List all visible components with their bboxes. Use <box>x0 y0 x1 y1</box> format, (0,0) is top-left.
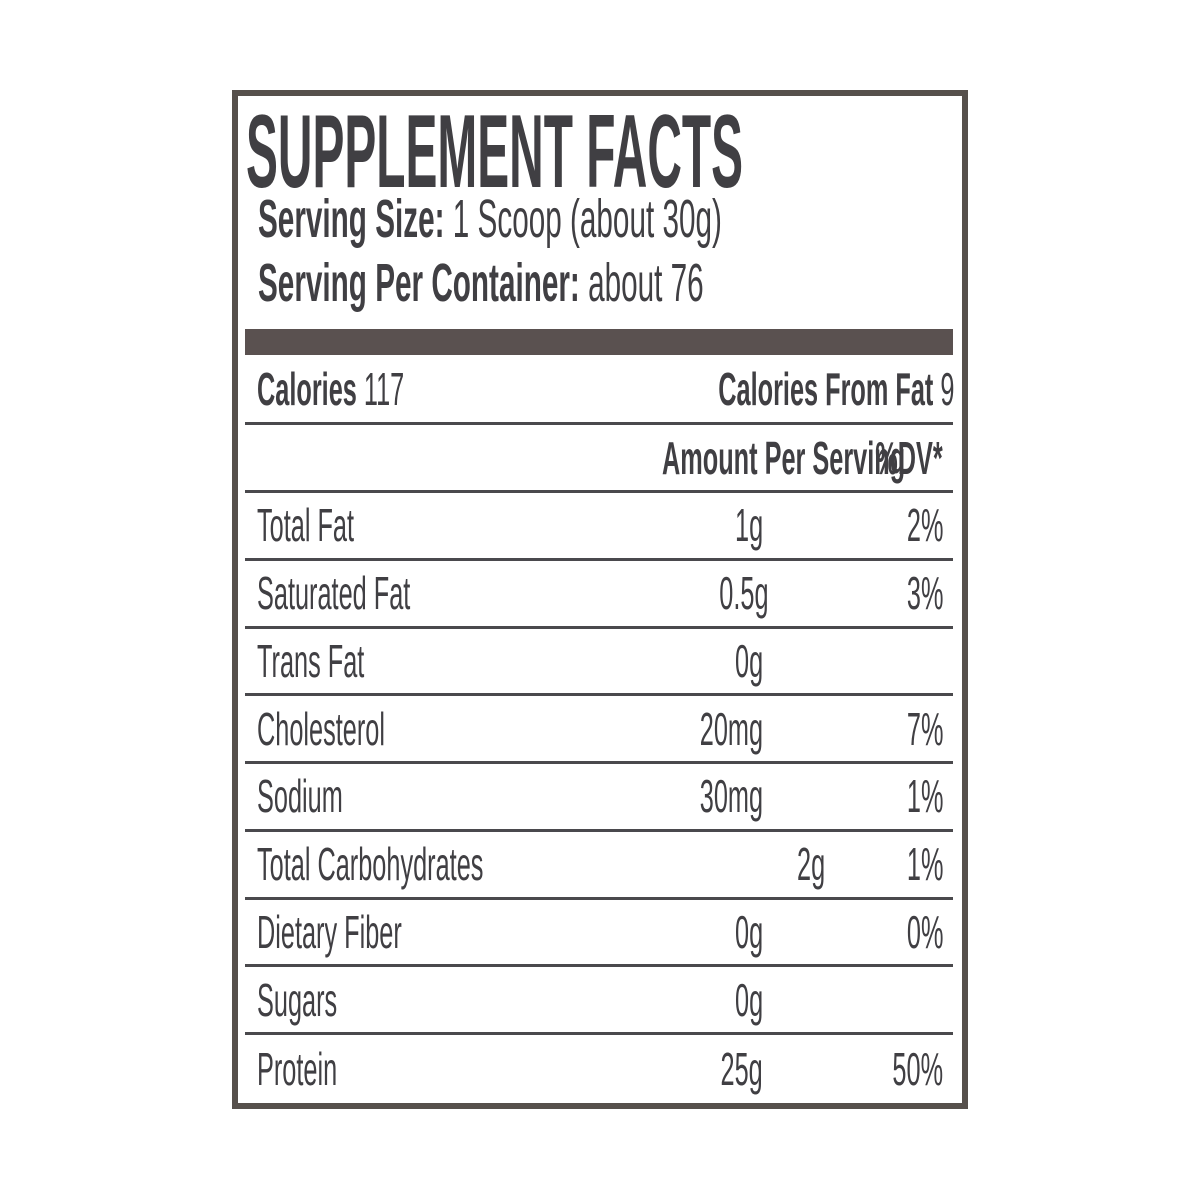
nutrient-dv <box>763 634 943 688</box>
nutrient-name: Sodium <box>257 770 343 823</box>
nutrient-row: Cholesterol 20mg 7% <box>245 696 953 765</box>
nutrient-row: Trans Fat 0g <box>245 629 953 697</box>
nutrient-rows: Total Fat 1g 2% Saturated Fat 0.5g 3% Tr… <box>245 493 953 1103</box>
facts-panel-inner: SUPPLEMENT FACTS Serving Size: 1 Scoop (… <box>238 96 962 1103</box>
nutrient-row: Total Carbohydrates 2g 1% <box>245 832 953 900</box>
dv-column-header: %DV* <box>875 431 943 484</box>
nutrient-amount: 25g <box>720 1043 763 1095</box>
nutrient-name: Saturated Fat <box>257 567 411 620</box>
nutrient-row: Protein 25g 50% <box>245 1035 953 1103</box>
nutrient-row: Saturated Fat 0.5g 3% <box>245 561 953 629</box>
calories-label: Calories <box>257 363 357 415</box>
nutrient-dv: 50% <box>892 1043 943 1095</box>
servings-per-container-value: about 76 <box>588 253 704 313</box>
calories-row: Calories 117 Calories From Fat 9 <box>245 356 955 425</box>
servings-per-container-label: Serving Per Container: <box>258 253 580 313</box>
nutrient-amount: 2g <box>797 838 826 891</box>
nutrient-name: Dietary Fiber <box>257 905 402 958</box>
nutrient-dv: 2% <box>906 499 943 552</box>
nutrient-dv: 0% <box>906 905 943 958</box>
servings-per-container-line: Serving Per Container: about 76 <box>258 256 1068 310</box>
nutrient-amount: 0.5g <box>719 567 769 620</box>
nutrient-row: Sodium 30mg 1% <box>245 764 953 832</box>
calories-value: 117 <box>363 363 405 415</box>
nutrient-amount: 20mg <box>699 702 763 755</box>
nutrient-name: Total Fat <box>257 499 355 552</box>
nutrient-amount: 0g <box>734 905 763 958</box>
nutrient-dv: 1% <box>906 838 943 891</box>
facts-title: SUPPLEMENT FACTS <box>246 100 1200 204</box>
calories-from-fat-value: 9 <box>940 363 955 415</box>
nutrient-dv: 1% <box>906 770 943 823</box>
calories-from-fat-label: Calories From Fat <box>717 363 934 415</box>
nutrient-name: Protein <box>257 1043 338 1095</box>
nutrient-name: Sugars <box>257 973 338 1026</box>
nutrient-name: Cholesterol <box>257 702 385 755</box>
nutrient-name: Total Carbohydrates <box>257 838 484 891</box>
nutrient-amount: 0g <box>734 634 763 687</box>
serving-size-value: 1 Scoop (about 30g) <box>452 189 722 249</box>
nutrient-amount: 1g <box>734 499 763 552</box>
serving-size-label: Serving Size: <box>258 189 445 249</box>
nutrient-dv: 3% <box>906 567 943 620</box>
nutrient-amount: 30mg <box>699 770 763 823</box>
nutrient-amount: 0g <box>734 973 763 1026</box>
nutrient-row: Dietary Fiber 0g 0% <box>245 900 953 968</box>
facts-title-text: SUPPLEMENT FACTS <box>246 94 744 210</box>
nutrient-row: Sugars 0g <box>245 967 953 1036</box>
column-header-row: Amount Per Serving %DV* <box>245 425 953 493</box>
serving-size-line: Serving Size: 1 Scoop (about 30g) <box>258 192 1101 246</box>
supplement-facts-panel: SUPPLEMENT FACTS Serving Size: 1 Scoop (… <box>232 90 968 1109</box>
nutrient-dv <box>763 973 943 1027</box>
nutrient-row: Total Fat 1g 2% <box>245 493 953 561</box>
nutrient-dv: 7% <box>906 702 943 755</box>
separator-bar <box>245 329 953 355</box>
nutrient-name: Trans Fat <box>257 634 365 687</box>
amount-column-header: Amount Per Serving <box>661 431 906 484</box>
